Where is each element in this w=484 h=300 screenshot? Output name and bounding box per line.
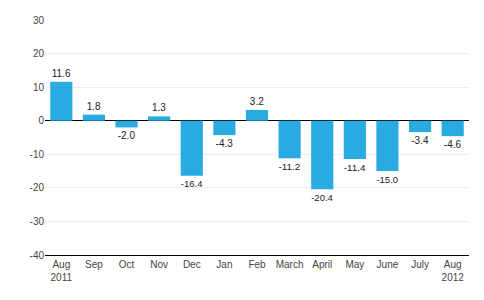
svg-text:10: 10 <box>33 82 45 93</box>
svg-text:-2.0: -2.0 <box>118 130 136 141</box>
svg-text:-20.4: -20.4 <box>311 192 333 203</box>
svg-text:Oct: Oct <box>119 259 135 270</box>
svg-text:June: June <box>377 259 399 270</box>
svg-text:20: 20 <box>33 48 45 59</box>
svg-text:-40: -40 <box>30 250 45 261</box>
svg-text:Aug2011: Aug2011 <box>51 259 73 283</box>
svg-text:Feb: Feb <box>248 259 266 270</box>
svg-text:11.6: 11.6 <box>52 68 71 79</box>
svg-text:-20: -20 <box>30 182 45 193</box>
svg-text:-11.4: -11.4 <box>344 162 366 173</box>
svg-text:Sep: Sep <box>85 259 103 270</box>
svg-text:1.3: 1.3 <box>152 102 166 113</box>
svg-text:-4.3: -4.3 <box>216 138 234 149</box>
svg-text:30: 30 <box>33 15 45 26</box>
svg-text:July: July <box>411 259 429 270</box>
svg-text:0: 0 <box>38 115 44 126</box>
svg-text:Aug2012: Aug2012 <box>442 259 465 283</box>
svg-text:1.8: 1.8 <box>87 101 101 112</box>
svg-text:-3.4: -3.4 <box>411 135 429 146</box>
svg-text:Jan: Jan <box>216 259 232 270</box>
svg-text:-15.0: -15.0 <box>376 174 398 185</box>
svg-text:April: April <box>312 259 332 270</box>
svg-text:Nov: Nov <box>150 259 168 270</box>
svg-text:-11.2: -11.2 <box>279 161 301 172</box>
svg-text:-30: -30 <box>30 216 45 227</box>
svg-text:-16.4: -16.4 <box>181 178 203 189</box>
svg-text:-4.6: -4.6 <box>444 139 462 150</box>
svg-text:Dec: Dec <box>183 259 201 270</box>
svg-text:3.2: 3.2 <box>250 96 264 107</box>
svg-text:March: March <box>276 259 304 270</box>
svg-text:May: May <box>345 259 364 270</box>
svg-text:-10: -10 <box>30 149 45 160</box>
